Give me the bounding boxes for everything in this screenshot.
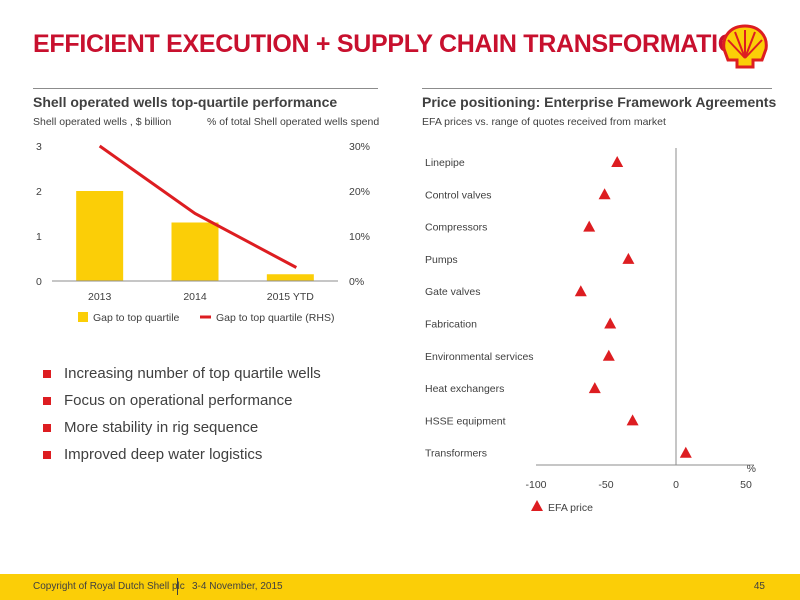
efa-price-marker [583,220,596,232]
efa-price-marker [588,382,601,394]
bar [266,274,314,281]
legend-marker [531,500,543,511]
footer-separator [177,578,178,595]
slide-title: EFFICIENT EXECUTION + SUPPLY CHAIN TRANS… [33,30,755,58]
right-axis-label: % of total Shell operated wells spend [207,116,380,128]
bullet-item: Increasing number of top quartile wells [43,364,321,391]
category-label: Pumps [425,254,458,266]
x-tick-label: -50 [598,479,613,491]
legend-swatch-bar [78,312,88,322]
bullet-text: Focus on operational performance [64,392,293,409]
bar [171,222,219,281]
legend-label: Gap to top quartile (RHS) [216,312,334,324]
x-tick-label: 50 [740,479,752,491]
efa-price-marker [604,317,617,329]
category-label: Gate valves [425,286,480,298]
y-tick-label: 1 [36,231,42,243]
footer-bar: Copyright of Royal Dutch Shell plc 3-4 N… [0,574,800,600]
y-tick-label: 2 [36,186,42,198]
bar [76,191,124,281]
efa-price-marker [622,252,635,264]
y2-tick-label: 10% [349,231,370,243]
left-axis-label: Shell operated wells , $ billion [33,116,172,128]
y2-tick-label: 0% [349,276,364,288]
page-number: 45 [753,581,765,592]
category-label: Fabrication [425,319,477,331]
x-tick-label: 2014 [183,291,207,303]
right-section-title: Price positioning: Enterprise Framework … [422,94,777,110]
legend-label: Gap to top quartile [93,312,180,324]
x-tick-label: 0 [673,479,679,491]
bullet-item: More stability in rig sequence [43,418,321,445]
bullet-text: More stability in rig sequence [64,419,259,436]
bullet-list: Increasing number of top quartile wells … [43,364,321,472]
bullet-icon [43,370,51,378]
y2-tick-label: 20% [349,186,370,198]
footer-date: 3-4 November, 2015 [192,581,283,592]
efa-price-marker [574,285,587,297]
y-tick-label: 0 [36,276,42,288]
category-label: HSSE equipment [425,415,506,427]
category-label: Heat exchangers [425,383,504,395]
category-label: Transformers [425,448,487,460]
bullet-item: Improved deep water logistics [43,445,321,472]
legend-label: EFA price [548,502,593,514]
bullet-icon [43,397,51,405]
series-line [98,144,298,269]
right-section-rule [422,88,772,89]
x-unit-label: % [747,463,756,475]
footer-copyright: Copyright of Royal Dutch Shell plc [33,581,185,592]
bullet-icon [43,424,51,432]
category-label: Compressors [425,222,487,234]
efa-chart: -100 -50 0 50% Linepipe Control valves Compres… [425,148,756,514]
shell-logo-icon [722,24,768,69]
left-section-title: Shell operated wells top-quartile perfor… [33,94,338,110]
bullet-item: Focus on operational performance [43,391,321,418]
efa-price-marker [611,156,624,167]
category-label: Linepipe [425,157,465,169]
efa-price-marker [602,349,615,361]
left-section-rule [33,88,378,89]
bullet-text: Improved deep water logistics [64,446,263,463]
x-tick-label: 2013 [88,291,112,303]
category-label: Environmental services [425,351,534,363]
efa-price-marker [598,188,611,200]
x-tick-label: -100 [525,479,546,491]
y-tick-label: 3 [36,141,42,153]
bullet-text: Increasing number of top quartile wells [64,365,321,382]
y2-tick-label: 30% [349,141,370,153]
efa-price-marker [626,414,639,426]
right-section-subtitle: EFA prices vs. range of quotes received … [422,116,666,128]
x-tick-label: 2015 YTD [267,291,315,303]
efa-price-marker [679,446,692,458]
bullet-icon [43,451,51,459]
category-label: Control valves [425,189,492,201]
